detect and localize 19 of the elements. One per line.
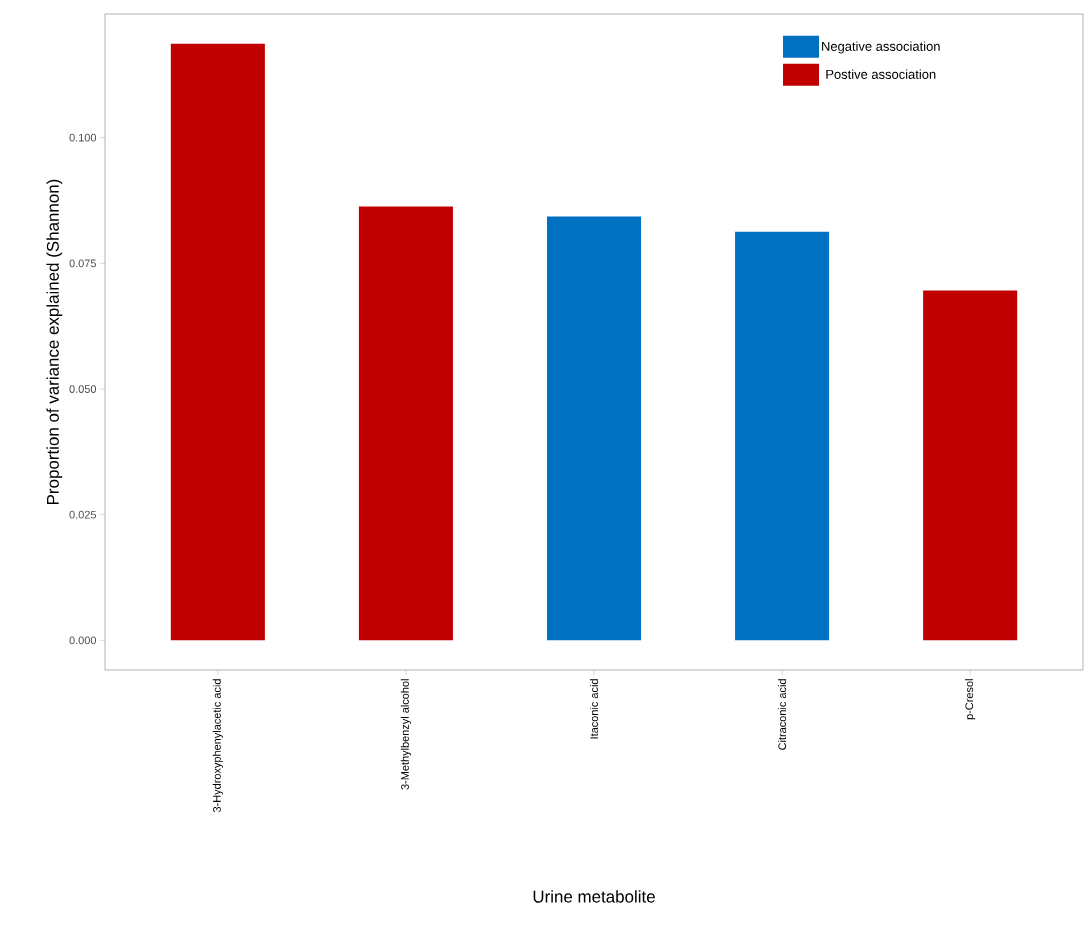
legend-label: Negative association (822, 41, 940, 54)
x-tick-label: Citraconic acid (778, 679, 787, 750)
bar (170, 43, 265, 641)
y-tick-label: 0.075 (69, 259, 97, 268)
y-axis-title: Proportion of variance explained (Shannon) (46, 179, 63, 504)
y-tick-label: 0.100 (69, 133, 97, 142)
bar (923, 290, 1018, 641)
y-tick-label: 0.050 (69, 385, 97, 393)
x-tick-label: 3-Methylbenzyl alcohol (400, 679, 412, 790)
x-tick-label: 3-Hydroxyphenylacetic acid (212, 679, 223, 813)
x-tick-label: p-Cresol (965, 679, 976, 720)
y-tick-label: 0.025 (69, 510, 97, 519)
x-tick-label: Itaconic acid (589, 679, 599, 739)
y-tick-label: 0.000 (69, 636, 97, 645)
bar (546, 216, 642, 641)
bar (735, 231, 830, 641)
x-axis-title: Urine metabolite (533, 890, 655, 903)
legend-label: Postive association (826, 69, 936, 79)
bar (358, 206, 453, 641)
